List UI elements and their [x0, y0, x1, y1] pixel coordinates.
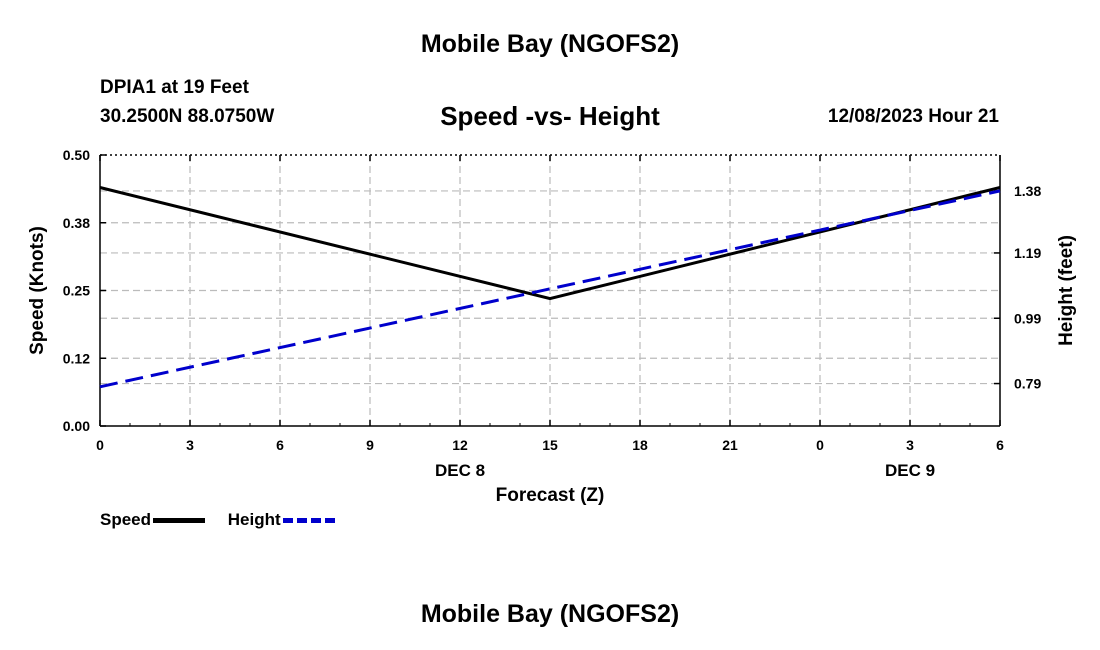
y2-tick-label: 1.19	[1014, 245, 1041, 261]
series-line-height	[99, 189, 1001, 389]
y-tick-label: 0.12	[63, 350, 90, 366]
x-date-label: DEC 9	[885, 461, 935, 480]
x-date-label: DEC 8	[435, 461, 485, 480]
y2-axis-label: Height (feet)	[1056, 235, 1077, 346]
y-tick-label: 0.25	[63, 283, 90, 299]
x-tick-label: 9	[366, 437, 374, 453]
footer-title: Mobile Bay (NGOFS2)	[420, 600, 680, 628]
station-coordinates: 30.2500N 88.0750W	[100, 106, 275, 127]
legend-swatch-speed	[153, 517, 206, 523]
y-tick-label: 0.38	[63, 215, 90, 231]
x-tick-label: 0	[816, 437, 824, 453]
page-title: Mobile Bay (NGOFS2)	[420, 30, 680, 58]
x-tick-label: 6	[276, 437, 284, 453]
y2-tick-label: 0.99	[1014, 310, 1041, 326]
station-label: DPIA1 at 19 Feet	[100, 77, 249, 98]
x-tick-label: 18	[632, 437, 648, 453]
x-tick-label: 15	[542, 437, 558, 453]
run-time-label: 12/08/2023 Hour 21	[827, 106, 999, 127]
x-tick-label: 6	[996, 437, 1004, 453]
y-tick-label: 0.50	[63, 147, 90, 163]
legend-item-height: Height	[228, 510, 335, 530]
legend-item-speed: Speed	[100, 510, 206, 530]
x-tick-label: 0	[96, 437, 104, 453]
x-axis-label: Forecast (Z)	[496, 485, 605, 506]
x-tick-label: 3	[186, 437, 194, 453]
chart-legend: Speed Height	[100, 510, 353, 530]
y2-tick-label: 1.38	[1014, 183, 1041, 199]
x-tick-label: 3	[906, 437, 914, 453]
legend-label-speed: Speed	[100, 510, 152, 529]
x-tick-label: 21	[722, 437, 738, 453]
x-tick-label: 12	[452, 437, 468, 453]
y2-tick-label: 0.79	[1014, 376, 1041, 392]
y-axis-label: Speed (Knots)	[27, 226, 48, 355]
chart-title: Speed -vs- Height	[440, 101, 660, 131]
y-tick-label: 0.00	[63, 418, 90, 434]
legend-swatch-height	[282, 517, 335, 523]
legend-label-height: Height	[227, 510, 281, 529]
